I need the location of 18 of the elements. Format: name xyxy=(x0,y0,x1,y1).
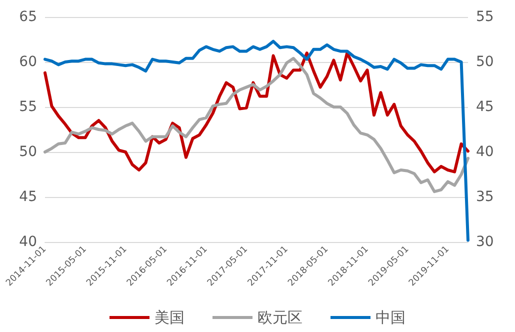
y-tick-label: 40 xyxy=(19,234,37,250)
line-series xyxy=(44,52,470,174)
y2-tick-label: 35 xyxy=(476,189,494,205)
legend-label: 欧元区 xyxy=(258,308,302,326)
y2-tick-label: 30 xyxy=(476,234,494,250)
line-series xyxy=(44,40,470,242)
y-tick-label: 50 xyxy=(19,144,37,160)
y2-tick-label: 45 xyxy=(476,99,494,115)
legend-label: 中国 xyxy=(376,308,406,326)
legend-label: 美国 xyxy=(154,308,184,326)
y2-tick-label: 55 xyxy=(476,9,494,25)
y-tick-label: 45 xyxy=(19,189,37,205)
y-tick-label: 65 xyxy=(19,9,37,25)
line-series xyxy=(44,56,470,194)
y2-tick-label: 40 xyxy=(476,144,494,160)
y2-tick-label: 50 xyxy=(476,54,494,70)
y-tick-label: 60 xyxy=(19,54,37,70)
y-tick-label: 55 xyxy=(19,99,37,115)
